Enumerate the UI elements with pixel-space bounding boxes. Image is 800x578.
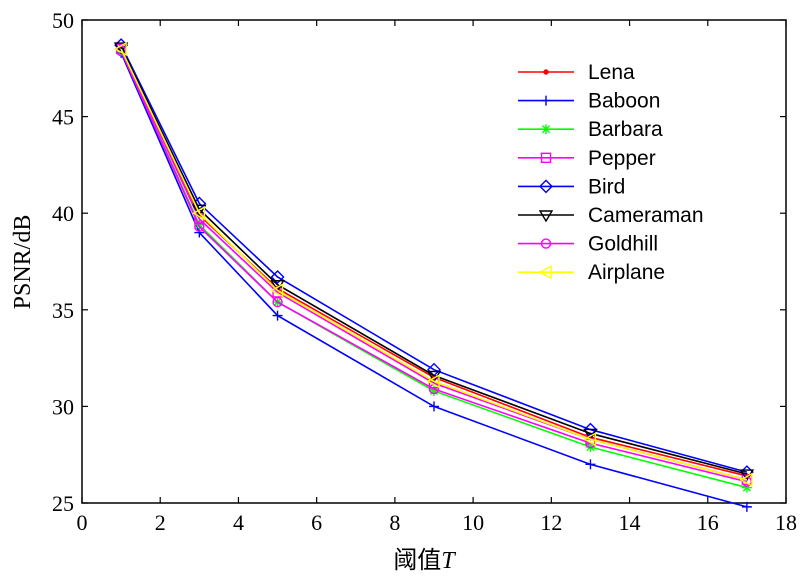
plot-frame [81, 19, 787, 504]
legend-item: Bird [518, 175, 625, 198]
y-axis-title: PSNR/dB [10, 215, 36, 310]
x-tick-label: 4 [233, 510, 244, 535]
legend-label: Pepper [588, 147, 656, 170]
data-point [741, 482, 752, 493]
series-line [120, 46, 748, 475]
legend-marker [538, 210, 554, 223]
legend: Lena Baboon Barbara Pepper Bird Cameraman Gold… [518, 61, 704, 284]
data-point [429, 385, 439, 396]
legend-item: Pepper [518, 147, 656, 170]
legend-label: Airplane [588, 261, 665, 284]
x-tick-label: 6 [311, 510, 322, 535]
legend-marker [543, 69, 549, 75]
series-layer [113, 38, 755, 512]
x-axis-title: 阈值T [393, 547, 456, 574]
y-tick-label: 45 [52, 105, 74, 130]
data-point [741, 501, 752, 512]
data-point [739, 472, 753, 487]
data-point [192, 204, 207, 217]
series-line [120, 48, 748, 481]
legend-label: Lena [588, 61, 635, 84]
data-point [191, 206, 206, 221]
x-tick-label: 2 [155, 510, 166, 535]
legend-marker [538, 265, 552, 280]
legend-label: Goldhill [588, 233, 658, 256]
data-point [113, 41, 127, 57]
data-point [585, 459, 596, 470]
x-tick-label: 8 [389, 510, 400, 535]
legend-marker [540, 152, 552, 164]
legend-label: Barbara [588, 118, 663, 141]
data-point [270, 283, 284, 298]
series-line [120, 50, 748, 483]
x-tick-label: 14 [619, 510, 641, 535]
legend-item: Cameraman [518, 204, 704, 227]
legend-marker [539, 179, 553, 194]
legend-label: Baboon [588, 90, 660, 113]
x-tick-label: 12 [540, 510, 562, 535]
y-tick-label: 25 [52, 491, 74, 516]
x-axis-title-variable: T [441, 548, 456, 574]
x-tick-label: 18 [775, 510, 797, 535]
x-tick-label: 16 [697, 510, 719, 535]
series-line [120, 52, 748, 508]
y-tick-label: 40 [52, 201, 74, 226]
x-tick-label: 0 [77, 510, 88, 535]
y-tick-label: 35 [52, 298, 74, 323]
legend-marker [540, 238, 552, 249]
legend-marker [541, 95, 551, 106]
data-point [270, 269, 285, 284]
legend-item: Goldhill [518, 233, 658, 256]
y-tick-label: 30 [52, 394, 74, 419]
y-tick-label: 50 [52, 8, 74, 33]
legend-item: Lena [518, 61, 635, 84]
data-point [194, 221, 205, 232]
series-line [120, 44, 748, 473]
data-point [582, 432, 597, 447]
data-point [429, 401, 439, 412]
axes: 0 2 4 6 8 10 12 14 16 18 25 30 35 40 45 50 [52, 8, 797, 535]
legend-label: Cameraman [588, 204, 704, 227]
data-point [426, 374, 440, 389]
legend-item: Airplane [518, 261, 665, 284]
x-axis-title-text: 阈值 [393, 547, 441, 574]
legend-item: Baboon [518, 90, 660, 113]
x-tick-label: 10 [462, 510, 484, 535]
data-point [272, 310, 283, 321]
legend-marker [541, 124, 551, 135]
data-point [272, 296, 283, 308]
legend-label: Bird [588, 175, 625, 198]
legend-item: Barbara [518, 118, 663, 141]
series-airplane [113, 41, 753, 487]
